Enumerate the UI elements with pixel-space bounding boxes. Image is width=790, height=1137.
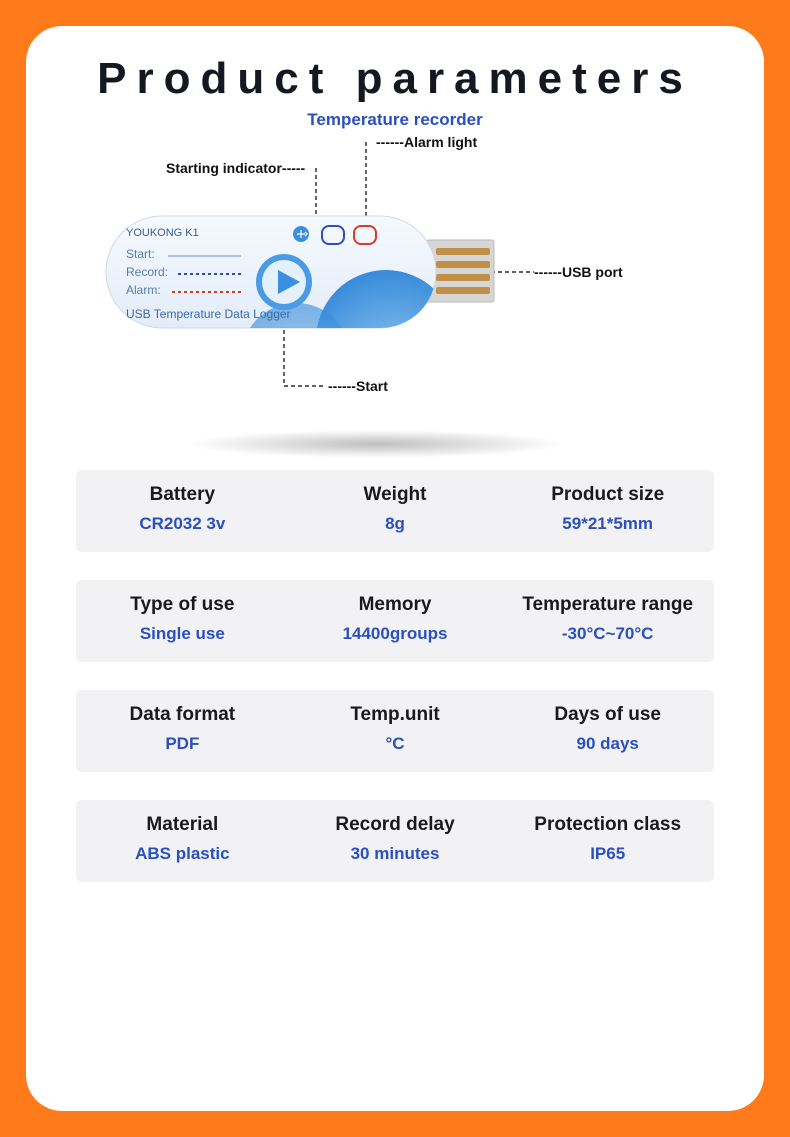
spec-value: 90 days <box>501 734 714 754</box>
spec-label: Material <box>76 814 289 836</box>
spec-row: Material ABS plasticRecord delay 30 minute… <box>76 800 714 882</box>
spec-row: Data format PDFTemp.unit °C Days of use 90 d… <box>76 690 714 772</box>
spec-cell: Product size 59*21*5mm <box>501 484 714 534</box>
spec-label: Temp.unit <box>289 704 502 726</box>
spec-value: ABS plastic <box>76 844 289 864</box>
spec-value: IP65 <box>501 844 714 864</box>
device-shadow <box>186 430 566 458</box>
device-footer: USB Temperature Data Logger <box>126 307 291 321</box>
spec-cell: Protection class IP65 <box>501 814 714 864</box>
spec-cell: Weight 8g <box>289 484 502 534</box>
spec-cell: Memory 14400groups <box>289 594 502 644</box>
spec-cell: Temperature range -30°C~70°C <box>501 594 714 644</box>
spec-label: Temperature range <box>501 594 714 616</box>
spec-label: Battery <box>76 484 289 506</box>
spec-value: PDF <box>76 734 289 754</box>
spec-row: Battery CR2032 3vWeight 8g Product size 59*2… <box>76 470 714 552</box>
spec-value: 59*21*5mm <box>501 514 714 534</box>
spec-value: 8g <box>289 514 502 534</box>
spec-value: -30°C~70°C <box>501 624 714 644</box>
spec-cell: Days of use 90 days <box>501 704 714 754</box>
spec-cell: Battery CR2032 3v <box>76 484 289 534</box>
spec-label: Weight <box>289 484 502 506</box>
device-line-alarm: Alarm: <box>126 283 161 297</box>
spec-label: Product size <box>501 484 714 506</box>
device-line-record: Record: <box>126 265 168 279</box>
product-diagram: Starting indicator----- ------Alarm ligh… <box>26 130 764 460</box>
spec-row: Type of useSingle useMemory14400groupsTe… <box>76 580 714 662</box>
spec-cell: Type of use Single use <box>76 594 289 644</box>
diagram-svg: YOUKONG K1 Start: Record: Alarm: USB Tem… <box>26 130 764 460</box>
spec-value: CR2032 3v <box>76 514 289 534</box>
spec-cell: Material ABS plastic <box>76 814 289 864</box>
spec-label: Data format <box>76 704 289 726</box>
device-brand: YOUKONG K1 <box>126 227 199 239</box>
page-title: Product parameters <box>26 54 764 104</box>
spec-value: 30 minutes <box>289 844 502 864</box>
spec-label: Days of use <box>501 704 714 726</box>
spec-label: Memory <box>289 594 502 616</box>
spec-cell: Record delay 30 minutes <box>289 814 502 864</box>
device-line-start: Start: <box>126 247 155 261</box>
spec-label: Protection class <box>501 814 714 836</box>
spec-label: Record delay <box>289 814 502 836</box>
spec-value: Single use <box>76 624 289 644</box>
page-subtitle: Temperature recorder <box>26 110 764 130</box>
spec-value: 14400groups <box>289 624 502 644</box>
info-card: Product parameters Temperature recorder … <box>26 26 764 1111</box>
spec-value: °C <box>289 734 502 754</box>
spec-table: Battery CR2032 3vWeight 8g Product size 59*2… <box>26 470 764 882</box>
spec-cell: Temp.unit °C <box>289 704 502 754</box>
spec-label: Type of use <box>76 594 289 616</box>
spec-cell: Data format PDF <box>76 704 289 754</box>
